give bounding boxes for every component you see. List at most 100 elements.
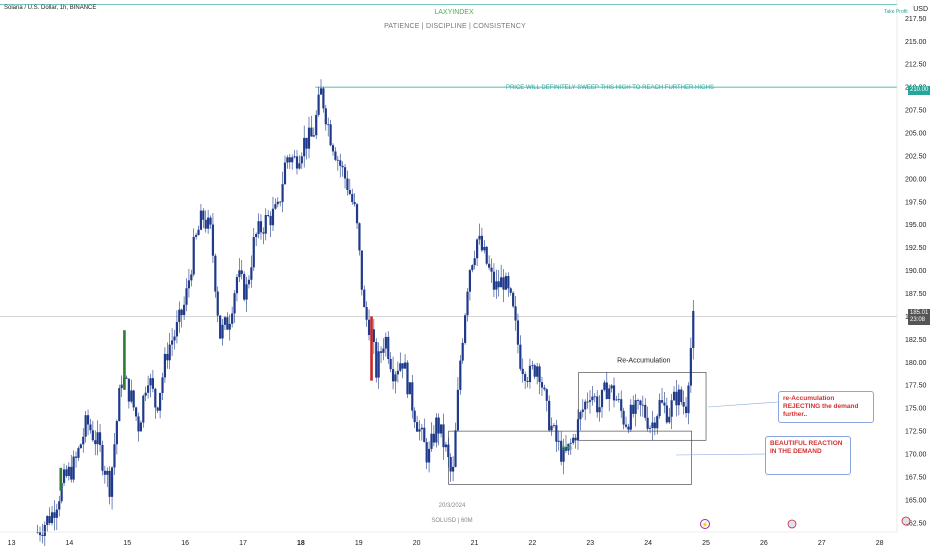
candle-body <box>96 432 99 445</box>
candle-body <box>283 162 287 185</box>
candle-body <box>46 516 49 525</box>
price-tick-label: 170.00 <box>905 452 927 459</box>
price-tick-label: 182.50 <box>905 337 927 344</box>
zone-demand <box>448 430 692 485</box>
candle-body <box>259 221 263 233</box>
candle-body <box>190 274 193 281</box>
candle-body <box>334 151 337 160</box>
candle-body <box>471 265 474 271</box>
candle-body <box>264 215 267 234</box>
candle-body <box>252 237 255 268</box>
candle-body <box>500 277 503 288</box>
us-flag-icon-2[interactable] <box>901 516 911 526</box>
time-tick-label: 28 <box>876 540 884 547</box>
candle-body <box>367 319 371 336</box>
candle-body <box>216 291 219 316</box>
candle-body <box>36 532 39 533</box>
candle-body <box>692 310 695 349</box>
candle-body <box>84 415 87 437</box>
current-price-tag: 185.01 23:08 <box>908 309 931 325</box>
candle-body <box>442 424 445 448</box>
candle-body <box>379 351 383 353</box>
candle-body <box>226 317 229 330</box>
candle-body <box>79 444 82 449</box>
candle-body <box>339 160 342 166</box>
candle-body <box>62 469 66 484</box>
price-tick-label: 165.00 <box>905 497 927 504</box>
candle-body <box>584 401 587 410</box>
candle-body <box>113 444 116 468</box>
lightning-icon[interactable] <box>700 519 710 529</box>
candle-body <box>67 466 70 477</box>
candle-body <box>430 433 433 449</box>
candle-body <box>603 382 606 390</box>
time-tick-label: 23 <box>586 540 594 547</box>
candle-body <box>591 396 594 401</box>
take-profit-tag: Take Profit <box>884 9 908 15</box>
candle-body <box>65 469 68 477</box>
candle-body <box>317 94 320 115</box>
price-tick-label: 162.50 <box>905 520 927 527</box>
candle-body <box>576 419 580 441</box>
candle-body <box>684 406 688 414</box>
candle-body <box>622 410 625 425</box>
candle-body <box>351 194 354 203</box>
candle-highlight <box>370 316 373 381</box>
candle-body <box>413 410 416 423</box>
candle-body <box>567 443 570 451</box>
candle-highlight <box>123 330 126 390</box>
date-label: 20/3/2024 <box>439 503 466 509</box>
candle-body <box>58 501 61 510</box>
candle-body <box>98 432 102 445</box>
candle-body <box>423 427 426 443</box>
candle-body <box>552 425 556 426</box>
candle-body <box>108 470 111 497</box>
candle-body <box>298 163 301 169</box>
candle-body <box>468 270 472 292</box>
candle-body <box>286 157 289 163</box>
candle-body <box>115 421 118 445</box>
time-tick-label: 13 <box>8 540 16 547</box>
candle-body <box>355 204 359 224</box>
symbol-title: Solana / U.S. Dollar, 1h, BINANCE <box>4 5 97 11</box>
candle-body <box>336 159 339 161</box>
candle-body <box>324 108 327 125</box>
price-tick-label: 175.00 <box>905 406 927 413</box>
level-annotation: PRICE WILL DEFINITELY SWEEP THIS HIGH TO… <box>506 85 714 91</box>
candle-body <box>516 320 520 345</box>
candle-body <box>144 392 147 396</box>
note-demand-reaction[interactable]: BEAUTIFUL REACTION IN THE DEMAND <box>765 436 851 475</box>
candle-body <box>519 344 522 369</box>
candle-body <box>233 293 236 314</box>
candle-body <box>396 370 399 375</box>
candle-body <box>672 391 676 401</box>
candle-body <box>598 407 601 413</box>
candle-body <box>360 250 363 290</box>
candle-body <box>610 385 613 389</box>
currency-button[interactable]: USD <box>913 6 928 13</box>
candle-body <box>658 400 661 417</box>
candle-body <box>689 348 692 386</box>
candle-body <box>365 307 368 320</box>
candle-body <box>250 267 253 280</box>
candle-body <box>432 433 435 443</box>
us-flag-icon[interactable] <box>787 519 797 529</box>
candle-body <box>391 369 395 382</box>
candle-body <box>680 389 683 402</box>
candle-body <box>557 440 560 442</box>
candle-body <box>562 446 565 462</box>
candle-body <box>456 389 460 431</box>
candle-body <box>291 157 294 163</box>
candle-body <box>204 219 207 229</box>
time-tick-label: 14 <box>66 540 74 547</box>
candle-body <box>293 156 296 158</box>
candle-body <box>245 284 248 300</box>
candle-body <box>533 365 536 377</box>
candle-body <box>605 382 608 400</box>
note-reaccumulation[interactable]: re-Accumulation REJECTING the demand fur… <box>778 391 874 423</box>
candle-body <box>476 239 479 259</box>
candle-body <box>120 384 123 389</box>
candle-body <box>399 363 402 371</box>
candle-body <box>509 288 512 293</box>
